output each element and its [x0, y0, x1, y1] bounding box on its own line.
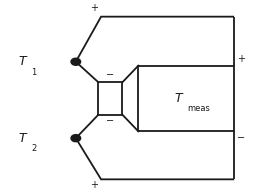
Text: meas: meas	[187, 104, 210, 113]
Circle shape	[71, 58, 81, 65]
Text: T: T	[19, 55, 26, 68]
Text: −: −	[237, 133, 245, 143]
Text: 2: 2	[31, 144, 37, 153]
Text: −: −	[106, 116, 114, 126]
Text: +: +	[237, 54, 245, 64]
Circle shape	[71, 135, 81, 142]
Text: 1: 1	[31, 68, 37, 77]
Bar	[98, 82, 122, 115]
Text: −: −	[106, 70, 114, 80]
Text: +: +	[90, 180, 98, 190]
Text: T: T	[19, 132, 26, 145]
Bar	[138, 66, 234, 131]
Text: +: +	[90, 3, 98, 13]
Text: T: T	[174, 93, 182, 105]
